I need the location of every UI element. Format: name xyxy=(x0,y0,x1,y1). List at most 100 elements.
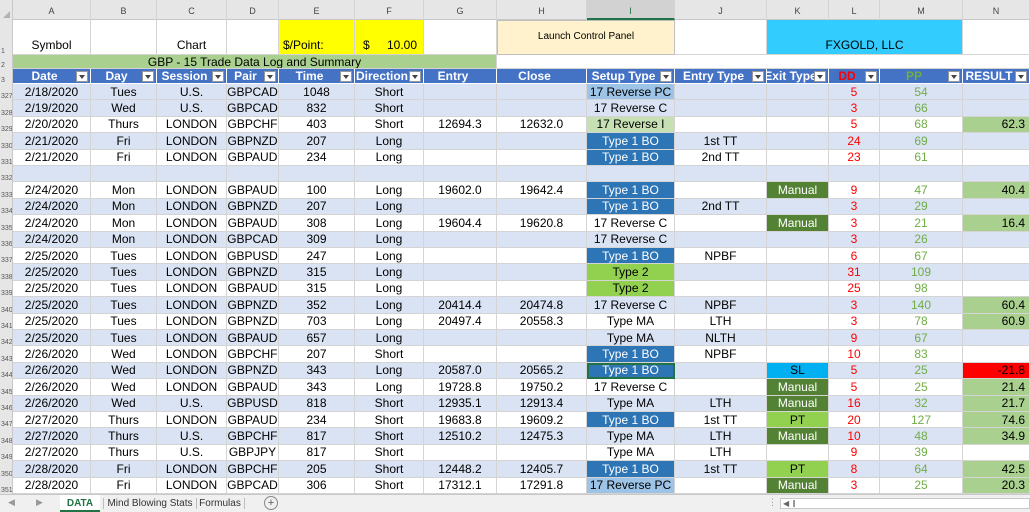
cell-entry[interactable]: 19602.0 xyxy=(424,182,497,199)
cell-exit-type[interactable] xyxy=(767,444,829,462)
cell-day[interactable]: Fri xyxy=(91,461,157,478)
cell-pair[interactable]: GBPCHF xyxy=(227,428,279,445)
cell-entry-type[interactable] xyxy=(675,182,767,199)
cell-date[interactable]: 2/26/2020 xyxy=(13,379,91,396)
row-number[interactable]: 329 xyxy=(0,116,13,134)
cell-pair[interactable]: GBPCHF xyxy=(227,461,279,478)
cell-pp[interactable]: 21 xyxy=(880,215,963,232)
header-date[interactable]: Date xyxy=(13,69,91,84)
horizontal-scrollbar[interactable]: ◀ xyxy=(780,498,1030,509)
cell-dd[interactable]: 3 xyxy=(829,198,880,216)
cell-pp[interactable]: 48 xyxy=(880,428,963,445)
cell-pair[interactable]: GBPUSD xyxy=(227,395,279,412)
cell-session[interactable]: U.S. xyxy=(157,84,227,101)
cell-day[interactable]: Mon xyxy=(91,231,157,248)
cell-entry[interactable]: 19604.4 xyxy=(424,215,497,232)
cell-entry[interactable]: 19728.8 xyxy=(424,379,497,396)
cell-time[interactable]: 343 xyxy=(279,362,355,380)
cell-time[interactable]: 403 xyxy=(279,116,355,134)
row-number[interactable]: 344 xyxy=(0,362,13,380)
cell-time[interactable]: 207 xyxy=(279,198,355,216)
cell-setup-type[interactable]: 17 Reverse C xyxy=(587,297,675,314)
cell-setup-type[interactable]: Type MA xyxy=(587,428,675,445)
cell-session[interactable]: LONDON xyxy=(157,330,227,347)
cell-direction[interactable]: Long xyxy=(355,379,424,396)
row-number[interactable]: 327 xyxy=(0,84,13,101)
cell-dd[interactable]: 9 xyxy=(829,182,880,199)
cell-time[interactable]: 818 xyxy=(279,395,355,412)
scroll-left-icon[interactable]: ◀ xyxy=(783,499,790,508)
cell-pp[interactable]: 39 xyxy=(880,444,963,462)
empty-cell[interactable] xyxy=(675,20,767,55)
cell-result[interactable] xyxy=(963,198,1030,216)
sheet-tab-data[interactable]: DATA xyxy=(60,495,100,512)
cell-entry-type[interactable]: LTH xyxy=(675,428,767,445)
cell-dd[interactable]: 9 xyxy=(829,330,880,347)
cell-direction[interactable]: Short xyxy=(355,346,424,363)
header-pp[interactable]: PP xyxy=(880,69,963,84)
cell-direction[interactable]: Long xyxy=(355,215,424,232)
cell-day[interactable]: Thurs xyxy=(91,444,157,462)
cell-dd[interactable]: 5 xyxy=(829,379,880,396)
cell-direction[interactable]: Long xyxy=(355,297,424,314)
column-header-m[interactable]: M xyxy=(880,0,963,20)
cell-setup-type[interactable]: Type 1 BO xyxy=(587,362,675,380)
cell-close[interactable] xyxy=(497,231,587,248)
cell-time[interactable]: 817 xyxy=(279,428,355,445)
point-label[interactable]: $/Point: xyxy=(279,20,355,55)
cell-setup-type[interactable]: Type 1 BO xyxy=(587,461,675,478)
cell-direction[interactable]: Short xyxy=(355,444,424,462)
cell-setup-type[interactable] xyxy=(587,166,675,183)
column-header-e[interactable]: E xyxy=(279,0,355,20)
cell-date[interactable]: 2/25/2020 xyxy=(13,280,91,298)
cell-entry[interactable]: 20414.4 xyxy=(424,297,497,314)
cell-close[interactable] xyxy=(497,346,587,363)
cell-exit-type[interactable] xyxy=(767,133,829,150)
cell-result[interactable]: 40.4 xyxy=(963,182,1030,199)
cell-exit-type[interactable]: Manual xyxy=(767,395,829,412)
cell-date[interactable]: 2/26/2020 xyxy=(13,395,91,412)
cell-entry[interactable] xyxy=(424,280,497,298)
row-number[interactable]: 2 xyxy=(0,55,13,69)
cell-entry-type[interactable] xyxy=(675,100,767,117)
cell-day[interactable]: Wed xyxy=(91,362,157,380)
row-number[interactable]: 347 xyxy=(0,412,13,429)
empty-cell[interactable] xyxy=(227,20,279,55)
cell-close[interactable] xyxy=(497,198,587,216)
cell-entry-type[interactable]: 2nd TT xyxy=(675,198,767,216)
chevron-right-icon[interactable]: ▶ xyxy=(36,497,43,507)
column-header-n[interactable]: N xyxy=(963,0,1030,20)
cell-exit-type[interactable]: SL xyxy=(767,362,829,380)
cell-result[interactable]: 34.9 xyxy=(963,428,1030,445)
cell-direction[interactable]: Long xyxy=(355,182,424,199)
cell-result[interactable] xyxy=(963,330,1030,347)
cell-close[interactable]: 20565.2 xyxy=(497,362,587,380)
cell-dd[interactable]: 24 xyxy=(829,133,880,150)
column-header-a[interactable]: A xyxy=(13,0,91,20)
row-number[interactable]: 332 xyxy=(0,166,13,183)
cell-day[interactable] xyxy=(91,166,157,183)
cell-dd[interactable]: 3 xyxy=(829,231,880,248)
cell-pair[interactable]: GBPAUD xyxy=(227,280,279,298)
cell-day[interactable]: Tues xyxy=(91,330,157,347)
cell-setup-type[interactable]: Type 1 BO xyxy=(587,149,675,166)
launch-control-panel-button[interactable]: Launch Control Panel xyxy=(497,20,675,55)
cell-close[interactable]: 19642.4 xyxy=(497,182,587,199)
cell-result[interactable]: 74.6 xyxy=(963,412,1030,429)
cell-close[interactable]: 12913.4 xyxy=(497,395,587,412)
cell-day[interactable]: Tues xyxy=(91,280,157,298)
cell-time[interactable]: 306 xyxy=(279,477,355,494)
cell-setup-type[interactable]: Type MA xyxy=(587,444,675,462)
row-number[interactable]: 337 xyxy=(0,248,13,265)
cell-result[interactable]: 60.4 xyxy=(963,297,1030,314)
filter-dropdown-icon[interactable] xyxy=(142,71,154,82)
cell-pair[interactable]: GBPCAD xyxy=(227,84,279,101)
filter-dropdown-icon[interactable] xyxy=(752,71,764,82)
chart-label[interactable]: Chart xyxy=(157,20,227,55)
cell-dd[interactable]: 16 xyxy=(829,395,880,412)
cell-day[interactable]: Tues xyxy=(91,297,157,314)
cell-result[interactable] xyxy=(963,346,1030,363)
cell-session[interactable]: LONDON xyxy=(157,198,227,216)
cell-entry-type[interactable]: NPBF xyxy=(675,346,767,363)
cell-pair[interactable]: GBPNZD xyxy=(227,297,279,314)
